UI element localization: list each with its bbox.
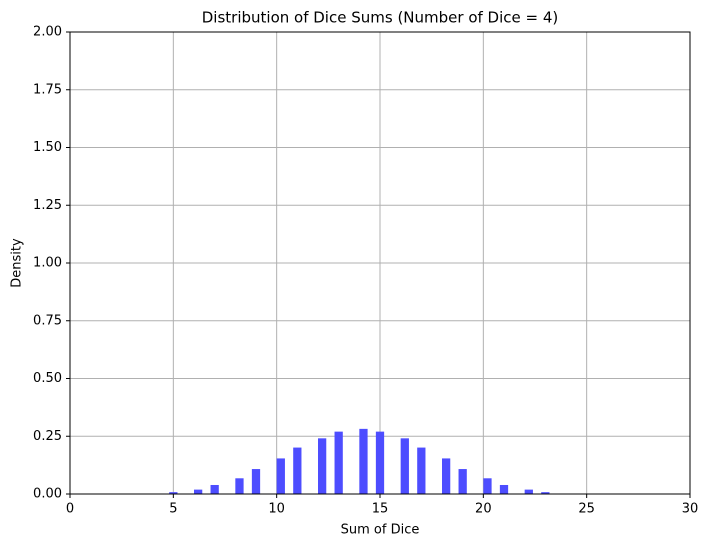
bar (442, 458, 451, 494)
bar (499, 484, 509, 494)
bar (400, 438, 409, 494)
bar (194, 489, 203, 494)
bar (210, 484, 219, 494)
y-tick-label: 1.25 (33, 198, 62, 213)
x-tick-label: 15 (372, 502, 389, 517)
x-tick-label: 30 (682, 502, 699, 517)
x-tick-label: 20 (475, 502, 492, 517)
bar (276, 458, 285, 494)
y-axis-label: Density (10, 238, 25, 288)
bar (541, 492, 550, 494)
bar (483, 478, 492, 494)
bar (359, 428, 368, 494)
y-tick-label: 1.50 (33, 140, 62, 155)
x-tick-label: 10 (268, 502, 285, 517)
chart-title: Distribution of Dice Sums (Number of Dic… (202, 9, 558, 27)
y-tick-label: 1.00 (33, 256, 62, 271)
bar (169, 492, 178, 494)
y-tick-label: 1.75 (33, 82, 62, 97)
bar (318, 438, 327, 494)
x-tick-label: 5 (169, 502, 177, 517)
y-tick-label: 0.75 (33, 313, 62, 328)
plot-frame (69, 31, 691, 495)
y-tick-label: 0.00 (33, 487, 62, 502)
y-tick-label: 2.00 (33, 25, 62, 40)
bar (235, 478, 244, 494)
y-tick-label: 0.50 (33, 371, 62, 386)
x-tick-label: 25 (578, 502, 595, 517)
bar (458, 469, 467, 494)
y-tick-label: 0.25 (33, 429, 62, 444)
x-tick-label: 0 (66, 502, 74, 517)
bar (251, 469, 261, 494)
bar (524, 489, 533, 494)
bar (334, 431, 343, 494)
bar (293, 447, 302, 494)
bar (417, 447, 426, 494)
bar (375, 431, 385, 494)
x-axis-label: Sum of Dice (341, 523, 420, 538)
